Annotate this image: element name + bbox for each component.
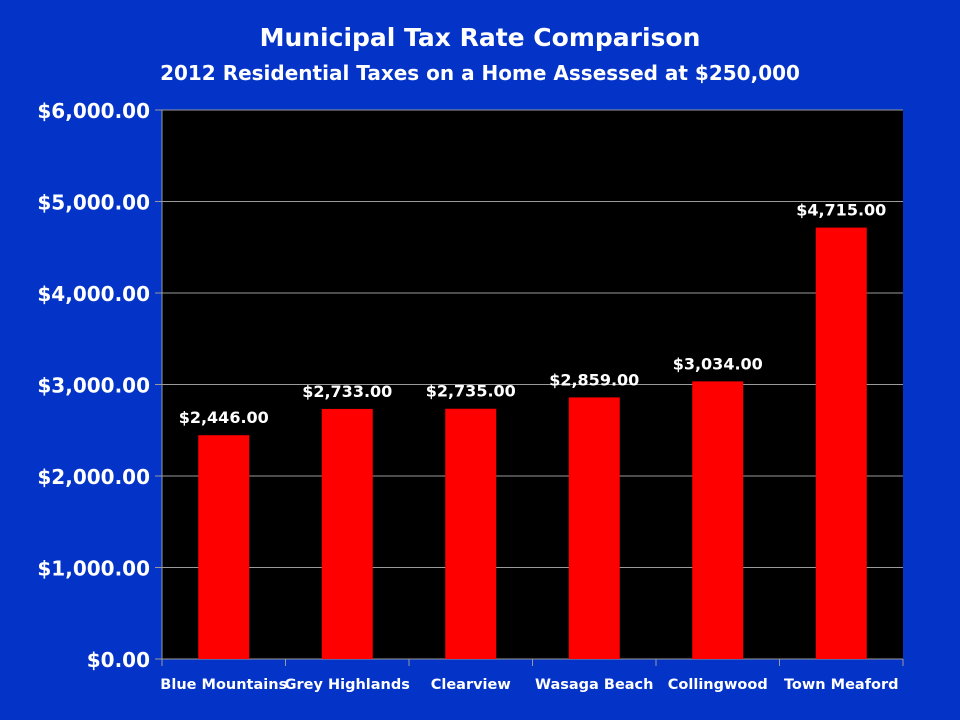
data-label: $4,715.00: [796, 201, 886, 220]
y-tick-label: $6,000.00: [37, 99, 150, 123]
y-tick-label: $4,000.00: [37, 282, 150, 306]
bar: [692, 381, 744, 659]
x-tick-label: Blue Mountains: [160, 677, 287, 693]
bar: [321, 408, 373, 659]
chart-title: Municipal Tax Rate Comparison: [260, 23, 701, 52]
data-label: $3,034.00: [673, 354, 763, 373]
bar: [198, 435, 250, 659]
y-tick-label: $2,000.00: [37, 465, 150, 489]
data-label: $2,446.00: [179, 408, 269, 427]
x-tick-label: Clearview: [431, 677, 511, 693]
y-tick-label: $1,000.00: [37, 557, 150, 581]
x-tick-label: Grey Highlands: [285, 677, 410, 693]
bar: [815, 227, 867, 659]
y-tick-label: $5,000.00: [37, 191, 150, 215]
y-tick-label: $3,000.00: [37, 374, 150, 398]
x-tick-label: Collingwood: [668, 677, 768, 693]
x-tick-label: Town Meaford: [784, 677, 899, 693]
bar: [568, 397, 620, 659]
data-label: $2,859.00: [549, 370, 639, 389]
y-tick-label: $0.00: [87, 648, 150, 672]
chart-subtitle: 2012 Residential Taxes on a Home Assesse…: [160, 61, 800, 85]
x-tick-label: Wasaga Beach: [535, 677, 653, 693]
data-label: $2,735.00: [426, 382, 516, 401]
data-label: $2,733.00: [302, 382, 392, 401]
bar: [445, 408, 497, 659]
